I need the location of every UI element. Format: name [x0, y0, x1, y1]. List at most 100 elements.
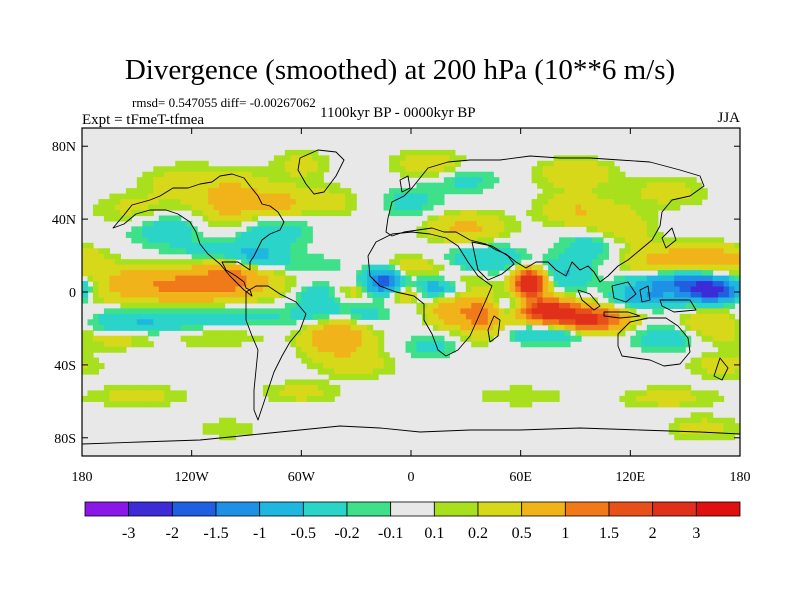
field-cell: [707, 292, 714, 299]
field-cell: [712, 286, 719, 293]
field-cell: [103, 199, 111, 206]
field-cell: [586, 166, 593, 173]
field-cell: [707, 313, 714, 320]
field-cell: [718, 368, 725, 375]
field-cell: [432, 237, 440, 244]
field-cell: [652, 275, 659, 282]
field-cell: [317, 286, 324, 293]
field-cell: [114, 259, 121, 266]
field-cell: [202, 264, 209, 271]
field-cell: [213, 177, 220, 184]
field-cell: [570, 286, 577, 293]
field-cell: [438, 237, 445, 244]
field-cell: [712, 395, 719, 402]
field-cell: [339, 368, 346, 375]
field-cell: [328, 319, 335, 326]
field-cell: [679, 313, 686, 320]
field-cell: [679, 346, 686, 353]
field-cell: [125, 215, 132, 222]
field-cell: [734, 357, 740, 364]
field-cell: [235, 215, 242, 222]
field-cell: [674, 341, 681, 348]
field-cell: [114, 341, 121, 348]
field-cell: [718, 423, 725, 430]
field-cell: [345, 346, 352, 353]
field-cell: [432, 319, 440, 326]
field-cell: [591, 199, 599, 206]
field-cell: [723, 297, 730, 304]
field-cell: [372, 270, 379, 277]
field-cell: [416, 352, 423, 359]
field-cell: [575, 199, 582, 206]
field-cell: [279, 220, 286, 227]
field-cell: [191, 275, 198, 282]
field-cell: [334, 368, 341, 375]
field-cell: [454, 160, 461, 167]
field-cell: [685, 423, 692, 430]
field-cell: [202, 171, 209, 178]
field-cell: [438, 302, 445, 309]
field-cell: [487, 177, 494, 184]
field-cell: [542, 302, 549, 309]
field-cell: [290, 199, 297, 206]
field-cell: [235, 286, 242, 293]
field-cell: [92, 286, 100, 293]
field-cell: [701, 259, 708, 266]
field-cell: [125, 193, 132, 200]
field-cell: [559, 281, 566, 288]
field-cell: [136, 177, 143, 184]
field-cell: [301, 253, 308, 260]
field-cell: [559, 166, 566, 173]
field-cell: [635, 259, 642, 266]
field-cell: [564, 204, 571, 211]
field-cell: [559, 160, 566, 167]
field-cell: [641, 220, 648, 227]
field-cell: [570, 259, 577, 266]
field-cell: [690, 324, 697, 331]
field-cell: [443, 253, 450, 260]
field-cell: [109, 281, 116, 288]
field-cell: [663, 237, 670, 244]
field-cell: [317, 319, 324, 326]
field-cell: [120, 395, 127, 402]
field-cell: [729, 253, 736, 260]
field-cell: [339, 324, 346, 331]
field-cell: [109, 313, 116, 320]
field-cell: [723, 374, 730, 381]
field-cell: [323, 330, 330, 337]
field-cell: [328, 292, 335, 299]
field-cell: [482, 171, 489, 178]
field-cell: [734, 324, 740, 331]
field-cell: [317, 341, 324, 348]
field-cell: [191, 319, 198, 326]
field-cell: [279, 308, 286, 315]
field-cell: [82, 368, 89, 375]
field-cell: [273, 171, 280, 178]
field-cell: [471, 188, 478, 195]
field-cell: [131, 237, 138, 244]
field-cell: [498, 253, 505, 260]
field-cell: [197, 231, 204, 238]
field-cell: [723, 264, 730, 271]
field-cell: [142, 237, 149, 244]
field-cell: [443, 177, 450, 184]
field-cell: [284, 199, 291, 206]
field-cell: [378, 286, 385, 293]
field-cell: [350, 324, 357, 331]
field-cell: [443, 346, 450, 353]
field-cell: [701, 270, 708, 277]
field-cell: [273, 226, 280, 233]
field-cell: [685, 259, 692, 266]
field-cell: [208, 182, 215, 189]
field-cell: [460, 313, 467, 320]
field-cell: [147, 188, 154, 195]
field-cell: [646, 401, 653, 408]
field-cell: [257, 166, 264, 173]
field-cell: [339, 330, 346, 337]
field-cell: [361, 264, 368, 271]
field-cell: [652, 390, 659, 397]
field-cell: [400, 297, 407, 304]
field-cell: [696, 390, 703, 397]
field-cell: [663, 324, 670, 331]
